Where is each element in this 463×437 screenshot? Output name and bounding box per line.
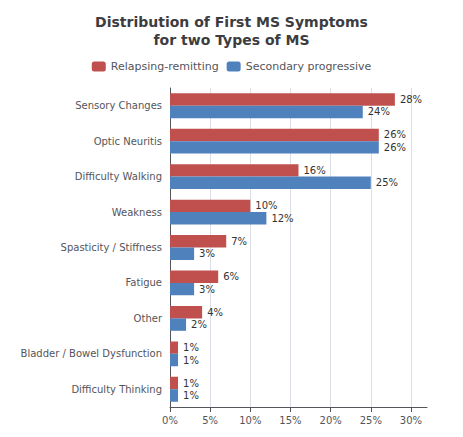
svg-text:28%: 28% [400,94,422,105]
svg-text:Bladder / Bowel Dysfunction: Bladder / Bowel Dysfunction [21,348,162,359]
svg-text:Difficulty Thinking: Difficulty Thinking [71,384,162,395]
svg-text:5%: 5% [202,415,218,426]
svg-text:30%: 30% [400,415,422,426]
svg-text:1%: 1% [183,355,199,366]
svg-text:3%: 3% [199,284,215,295]
svg-text:for two Types of MS: for two Types of MS [154,32,310,48]
svg-text:24%: 24% [368,106,390,117]
svg-text:Distribution of First MS Sympt: Distribution of First MS Symptoms [95,14,368,30]
svg-text:3%: 3% [199,248,215,259]
svg-text:Fatigue: Fatigue [126,277,163,288]
svg-text:Other: Other [134,313,163,324]
svg-text:6%: 6% [223,271,239,282]
svg-text:Secondary progressive: Secondary progressive [246,60,372,73]
svg-text:26%: 26% [384,142,406,153]
svg-text:Optic Neuritis: Optic Neuritis [94,136,162,147]
svg-text:2%: 2% [191,319,207,330]
svg-text:25%: 25% [360,415,382,426]
svg-text:Difficulty Walking: Difficulty Walking [75,171,162,182]
svg-text:25%: 25% [376,177,398,188]
svg-text:Spasticity / Stiffness: Spasticity / Stiffness [61,242,162,253]
svg-text:Weakness: Weakness [112,207,162,218]
svg-text:1%: 1% [183,390,199,401]
svg-text:16%: 16% [304,165,326,176]
svg-text:1%: 1% [183,378,199,389]
svg-text:20%: 20% [320,415,342,426]
svg-text:Sensory Changes: Sensory Changes [75,100,162,111]
svg-text:26%: 26% [384,129,406,140]
svg-text:10%: 10% [255,200,277,211]
svg-text:Relapsing-remitting: Relapsing-remitting [111,60,219,73]
svg-text:15%: 15% [279,415,301,426]
svg-text:1%: 1% [183,342,199,353]
svg-text:4%: 4% [207,307,223,318]
svg-text:7%: 7% [231,236,247,247]
svg-text:10%: 10% [239,415,261,426]
svg-text:0%: 0% [162,415,178,426]
svg-text:12%: 12% [271,213,293,224]
